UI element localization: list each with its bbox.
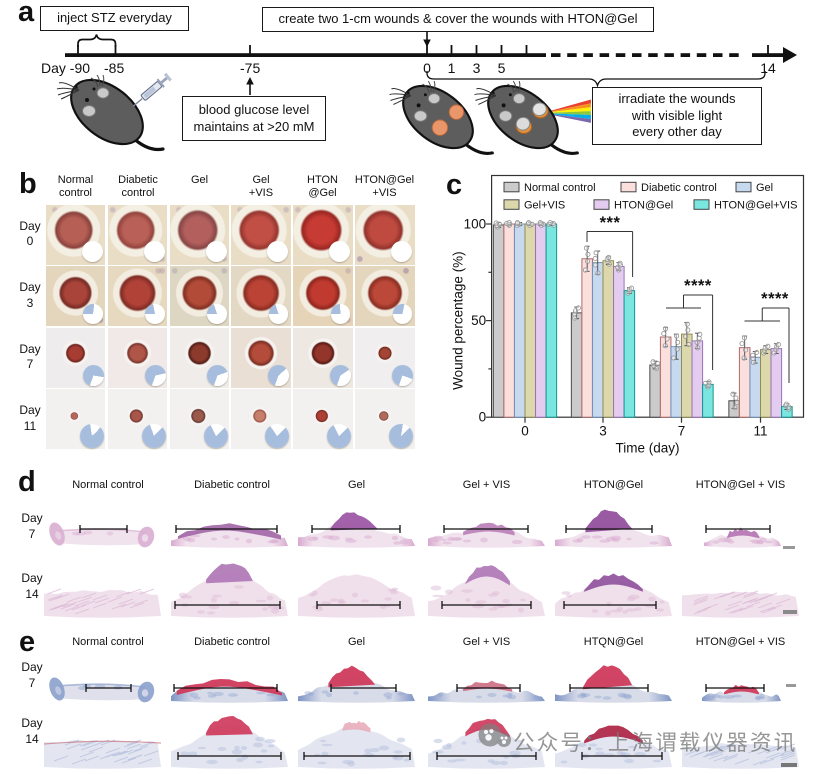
svg-text:7: 7 — [678, 424, 686, 439]
svg-text:Gel: Gel — [756, 182, 773, 194]
svg-text:Gel+VIS: Gel+VIS — [524, 199, 565, 211]
svg-text:***: *** — [600, 214, 621, 232]
svg-text:Diabetic control: Diabetic control — [641, 182, 717, 194]
svg-text:100: 100 — [464, 217, 487, 232]
svg-text:****: **** — [684, 277, 712, 295]
svg-text:0: 0 — [521, 424, 529, 439]
svg-text:HTON@Gel+VIS: HTON@Gel+VIS — [714, 199, 797, 211]
svg-text:****: **** — [761, 290, 789, 308]
svg-text:HTON@Gel: HTON@Gel — [614, 199, 673, 211]
svg-text:Wound percentage (%): Wound percentage (%) — [451, 251, 466, 390]
svg-text:11: 11 — [753, 424, 767, 439]
svg-text:0: 0 — [479, 410, 487, 425]
svg-text:50: 50 — [471, 313, 486, 328]
svg-text:Time (day): Time (day) — [616, 441, 680, 456]
svg-text:3: 3 — [599, 424, 607, 439]
svg-text:Normal control: Normal control — [524, 182, 596, 194]
